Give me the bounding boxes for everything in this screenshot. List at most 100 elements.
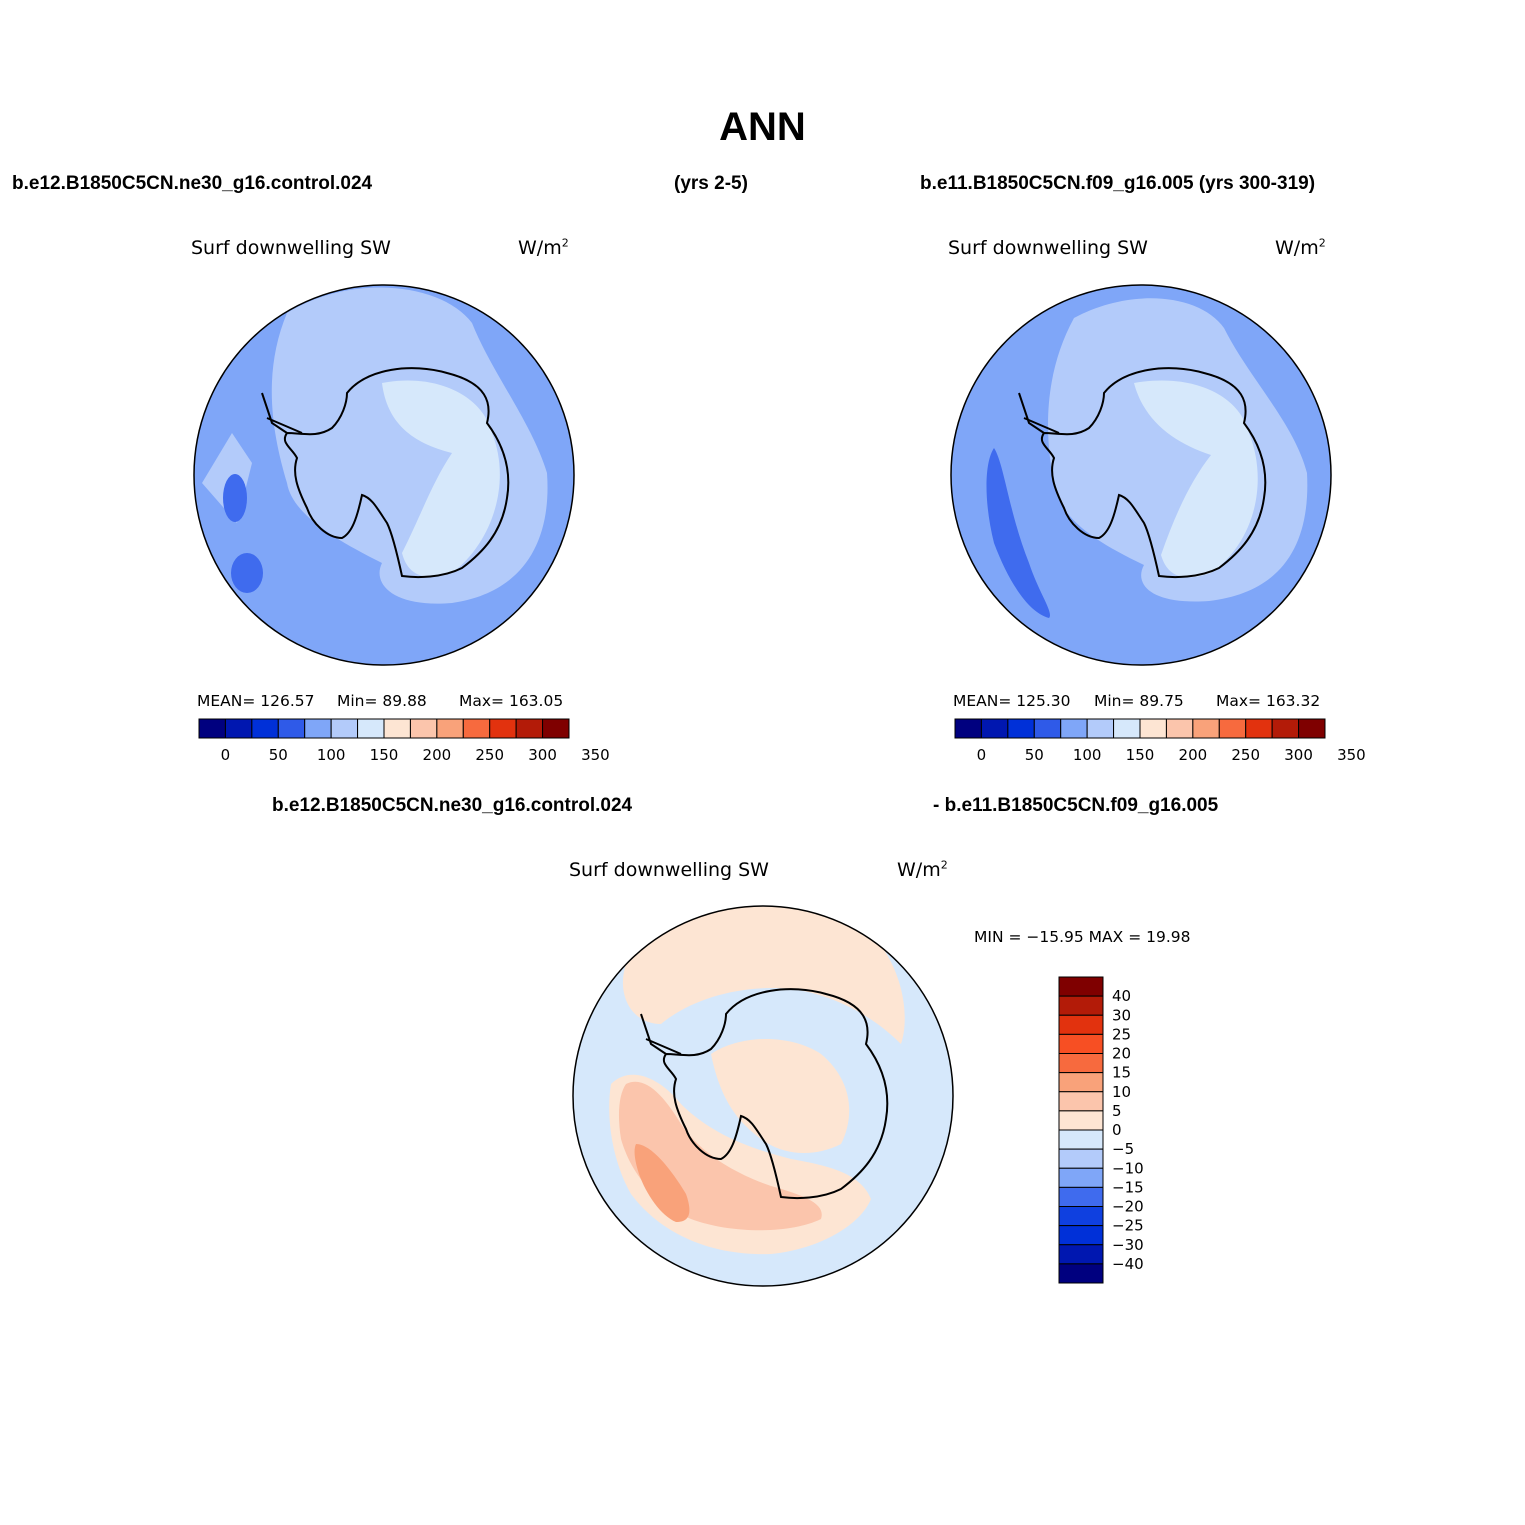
panel2-map [950,284,1332,666]
diff-colorbar-label-13: −30 [1112,1236,1144,1254]
panel1-colorbar-tick-5: 250 [475,746,504,764]
panel2-colorbar-swatch-8 [1165,718,1194,739]
panel1-colorbar-tick-2: 100 [317,746,346,764]
panel2-colorbar-swatch-0 [954,718,982,739]
diff-colorbar-swatch-5 [1058,1072,1104,1093]
panel1-colorbar-tick-7: 350 [581,746,610,764]
diff-peninsula-coastline [640,1013,682,1055]
diff-colorbar-swatch-6 [1058,1091,1104,1112]
panel1-colorbar-tick-4: 200 [423,746,452,764]
panel1-colorbar: 0 50 100 150 200 250 300 350 [198,718,610,764]
panel2-colorbar: 0 50 100 150 200 250 300 350 [954,718,1366,764]
panel2-contour-band-low [986,448,1050,618]
panel2-coastline [1040,367,1267,578]
panel1-contour-band-low [223,474,247,522]
diff-colorbar-swatch-8 [1058,1129,1104,1150]
panel2-mean: MEAN= 125.30 [953,692,1071,710]
diff-colorbar-swatch-0 [1058,976,1104,997]
diff-colorbar-swatch-7 [1058,1110,1104,1131]
diff-units: W/m2 [897,858,948,881]
panel2-colorbar-tick-4: 200 [1179,746,1208,764]
panel2-colorbar-swatch-4 [1060,718,1088,739]
diff-right-label: - b.e11.B1850C5CN.f09_g16.005 [933,795,1219,816]
diff-colorbar-label-2: 25 [1112,1025,1131,1043]
panel2-colorbar-swatch-11 [1245,718,1273,739]
panel1-colorbar-tick-6: 300 [528,746,557,764]
diff-coastline [662,988,889,1199]
diff-colorbar-label-11: −20 [1112,1198,1144,1216]
panel2-colorbar-swatch-5 [1086,718,1115,739]
panel2-colorbar-tick-6: 300 [1284,746,1313,764]
diff-colorbar-label-3: 20 [1112,1045,1131,1063]
diff-colorbar-swatch-13 [1058,1225,1104,1246]
panel1-colorbar-swatch-6 [357,718,385,739]
panel1-colorbar-swatch-0 [198,718,226,739]
case2-label: b.e11.B1850C5CN.f09_g16.005 (yrs 300-319… [920,173,1316,194]
case1-label: b.e12.B1850C5CN.ne30_g16.control.024 [12,173,373,194]
diff-left-label: b.e12.B1850C5CN.ne30_g16.control.024 [272,795,633,816]
panel2-peninsula-coastline [1018,392,1060,434]
panel1-colorbar-swatch-8 [409,718,438,739]
panel2-colorbar-tick-2: 100 [1073,746,1102,764]
panel2-colorbar-tick-5: 250 [1231,746,1260,764]
panel1-colorbar-swatch-4 [304,718,332,739]
diff-colorbar-swatch-15 [1058,1263,1104,1284]
panel1-peninsula-coastline [261,392,303,434]
panel2-min: Min= 89.75 [1094,692,1184,710]
diff-colorbar-swatch-12 [1058,1206,1104,1227]
panel1-map [193,284,575,666]
figure-title: ANN [719,105,806,149]
panel2-units: W/m2 [1275,236,1326,259]
panel1-colorbar-tick-0: 0 [221,746,231,764]
panel1-colorbar-swatch-5 [330,718,359,739]
panel2-colorbar-tick-1: 50 [1025,746,1044,764]
panel2-colorbar-tick-0: 0 [977,746,987,764]
panel2-colorbar-swatch-1 [980,718,1009,739]
diff-colorbar-label-10: −15 [1112,1178,1144,1196]
panel2-colorbar-swatch-13 [1298,718,1326,739]
panel2-colorbar-tick-3: 150 [1126,746,1155,764]
diff-colorbar-label-4: 15 [1112,1064,1131,1082]
panel1-colorbar-swatch-1 [224,718,253,739]
diff-contour-band-10 [634,1144,690,1222]
panel2-contour-band-200 [1134,380,1258,578]
diff-colorbar-swatch-9 [1058,1148,1104,1169]
diff-colorbar-swatch-11 [1058,1186,1104,1207]
panel1-colorbar-swatch-9 [436,718,464,739]
diff-colorbar-label-9: −10 [1112,1159,1144,1177]
diff-colorbar-label-0: 40 [1112,987,1131,1005]
diff-colorbar-label-12: −25 [1112,1217,1144,1235]
panel1-units: W/m2 [518,236,569,259]
diff-colorbar-swatch-4 [1058,1053,1104,1074]
panel1-contour-band-200 [382,380,500,577]
diff-colorbar-swatch-1 [1058,995,1104,1016]
diff-colorbar-swatch-10 [1058,1167,1104,1188]
panel1-max: Max= 163.05 [459,692,564,710]
diff-colorbar-label-6: 5 [1112,1102,1122,1120]
panel2-colorbar-swatch-6 [1113,718,1141,739]
diff-colorbar-swatch-3 [1058,1033,1104,1054]
panel2-variable: Surf downwelling SW [948,237,1148,259]
panel1-colorbar-tick-1: 50 [269,746,288,764]
panel1-coastline [283,367,510,578]
diff-contour-band-pos-outer [622,906,905,1044]
panel2-colorbar-swatch-10 [1218,718,1247,739]
diff-colorbar-label-5: 10 [1112,1083,1131,1101]
panel2-colorbar-swatch-3 [1033,718,1062,739]
case1-years: (yrs 2-5) [674,173,748,194]
panel1-contour-band-low2 [231,553,263,593]
panel2-max: Max= 163.32 [1216,692,1321,710]
diff-colorbar-label-7: 0 [1112,1121,1122,1139]
panel2-colorbar-swatch-12 [1271,718,1300,739]
diff-colorbar-label-8: −5 [1112,1140,1134,1158]
panel1-colorbar-swatch-7 [383,718,411,739]
panel1-colorbar-swatch-10 [462,718,491,739]
panel2-colorbar-swatch-9 [1192,718,1220,739]
panel1-colorbar-swatch-3 [277,718,306,739]
panel2-colorbar-swatch-2 [1007,718,1035,739]
diff-contour-band-pos-interior [711,1039,850,1154]
diff-colorbar-swatch-2 [1058,1014,1104,1035]
panel1-colorbar-swatch-13 [542,718,570,739]
panel2-colorbar-swatch-7 [1139,718,1167,739]
